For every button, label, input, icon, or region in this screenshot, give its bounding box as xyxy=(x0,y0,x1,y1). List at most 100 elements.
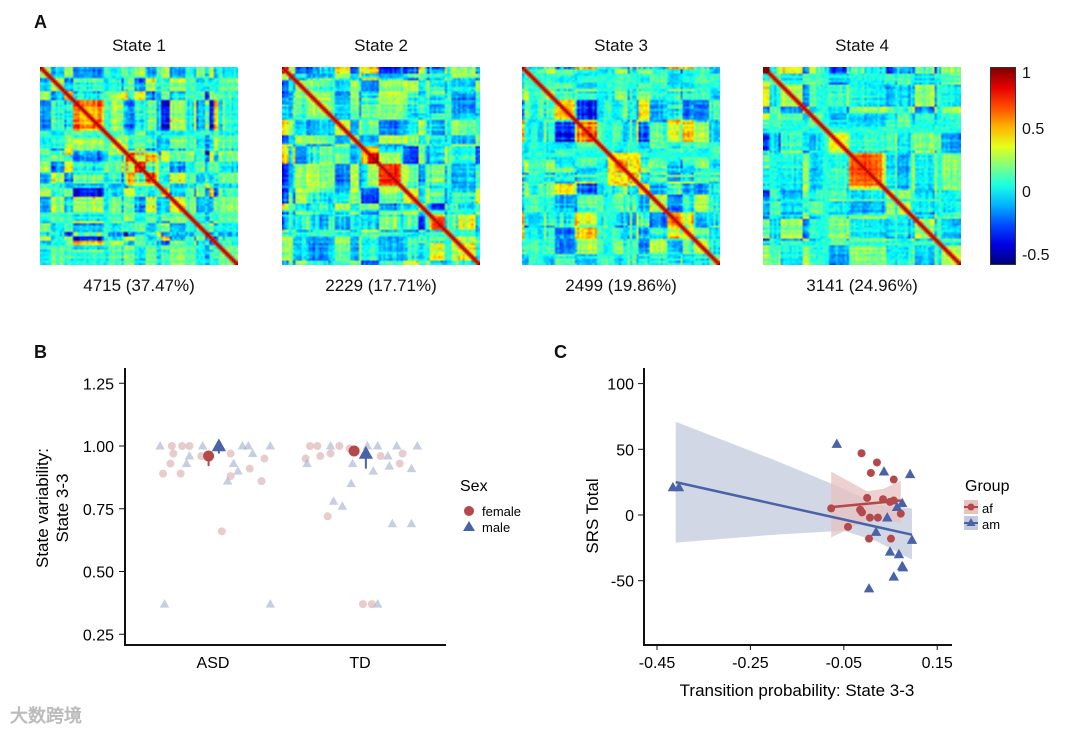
c-point-af xyxy=(858,508,867,517)
panel-label-b: B xyxy=(34,342,47,362)
b-point-female xyxy=(226,449,235,458)
c-legend-am-marker xyxy=(966,518,976,526)
b-mean-male xyxy=(211,438,227,452)
b-point-male xyxy=(243,441,254,450)
c-legend-title: Group xyxy=(965,478,1010,495)
b-legend-female-marker xyxy=(464,506,474,516)
b-point-male xyxy=(392,441,402,450)
c-point-am xyxy=(904,468,916,479)
b-point-female xyxy=(226,472,235,481)
c-ytick-label: -50 xyxy=(611,574,634,591)
b-point-female xyxy=(185,442,194,450)
b-point-male xyxy=(372,599,383,608)
state-1-title: State 1 xyxy=(112,36,166,55)
b-point-male xyxy=(181,458,192,468)
c-point-am xyxy=(891,501,903,511)
panel-c-scatter: -0.45 -0.25 -0.05 0.15 100 50 0 -50 SRS Total T… xyxy=(583,368,1010,700)
b-point-female xyxy=(398,449,407,458)
b-point-female xyxy=(245,464,254,473)
b-point-female xyxy=(376,452,385,461)
b-point-male xyxy=(406,518,417,528)
panel-label-a: A xyxy=(34,12,47,32)
b-point-female xyxy=(358,600,367,609)
b-point-female xyxy=(323,512,332,521)
c-ytick-label: 100 xyxy=(607,377,634,394)
b-point-female xyxy=(159,469,168,478)
c-point-af xyxy=(857,449,866,458)
panel-label-c: C xyxy=(554,342,567,362)
c-point-am xyxy=(893,548,905,559)
b-point-female xyxy=(169,449,178,458)
b-xtick-label: TD xyxy=(349,655,370,672)
b-point-male xyxy=(159,599,170,608)
c-point-am xyxy=(878,466,890,476)
c-point-af xyxy=(872,458,881,467)
b-point-male xyxy=(387,518,398,528)
b-point-female xyxy=(316,452,325,461)
b-point-male xyxy=(337,501,348,510)
c-xtick-label: -0.25 xyxy=(732,655,769,672)
b-point-male xyxy=(346,478,356,488)
c-xlabel: Transition probability: State 3-3 xyxy=(680,681,915,700)
b-point-male xyxy=(368,466,378,475)
b-point-female xyxy=(178,442,187,450)
colorbar xyxy=(990,67,1016,265)
state-4-count: 3141 (24.96%) xyxy=(806,276,918,295)
b-point-male xyxy=(197,441,208,450)
b-point-female xyxy=(395,459,404,468)
b-point-female xyxy=(217,527,226,536)
b-point-female xyxy=(326,449,335,458)
state-4-title: State 4 xyxy=(835,36,889,55)
c-point-am xyxy=(888,571,899,581)
c-point-af xyxy=(886,534,895,543)
b-point-male xyxy=(325,441,336,450)
c-ytick-label: 50 xyxy=(616,442,634,459)
b-point-female xyxy=(166,459,175,468)
state-3-title: State 3 xyxy=(594,36,648,55)
b-ytick-label: 0.50 xyxy=(83,565,114,582)
b-point-male xyxy=(372,441,383,450)
b-point-male xyxy=(222,476,233,485)
c-legend-af-marker xyxy=(967,503,975,511)
b-point-male xyxy=(347,458,358,468)
state-1-count: 4715 (37.47%) xyxy=(83,276,195,295)
b-ytick-label: 1.00 xyxy=(83,439,114,456)
panel-b-scatter: ASD TD State variability: State 3-3 1.25… xyxy=(33,368,521,672)
c-point-af xyxy=(865,534,874,543)
state-1-heatmap xyxy=(40,67,238,265)
c-point-af xyxy=(866,468,875,477)
b-point-male xyxy=(233,466,243,475)
b-point-male xyxy=(247,448,258,458)
c-xtick-label: -0.45 xyxy=(639,655,676,672)
state-2-heatmap xyxy=(282,67,480,265)
c-point-am xyxy=(882,512,893,522)
b-ylabel-line2: State 3-3 xyxy=(53,474,72,543)
c-point-af xyxy=(863,493,872,502)
c-ylabel: SRS Total xyxy=(583,478,602,553)
colorbar-tick: -0.5 xyxy=(1022,247,1050,264)
c-fit-line-am xyxy=(675,480,913,536)
b-ytick-label: 0.25 xyxy=(83,627,114,644)
colorbar-tick: 0 xyxy=(1022,184,1031,201)
b-point-female xyxy=(260,454,269,463)
colorbar-tick: 1 xyxy=(1022,65,1031,82)
c-legend-am: am xyxy=(982,517,1000,532)
b-point-female xyxy=(306,442,315,450)
b-point-male xyxy=(362,441,373,450)
state-3-heatmap xyxy=(522,67,720,265)
b-ytick-label: 0.75 xyxy=(83,502,114,519)
b-point-female xyxy=(335,442,344,450)
b-ytick-label: 1.25 xyxy=(83,376,114,393)
b-point-male xyxy=(302,458,312,468)
b-legend-male: male xyxy=(482,520,510,535)
b-ylabel-line1: State variability: xyxy=(33,448,52,568)
state-3-count: 2499 (19.86%) xyxy=(565,276,677,295)
c-point-am xyxy=(673,481,685,492)
c-point-am xyxy=(906,534,918,544)
c-point-am xyxy=(831,438,843,448)
c-point-am xyxy=(884,546,896,556)
c-point-af xyxy=(873,513,882,522)
b-point-female xyxy=(167,442,176,450)
b-point-female xyxy=(197,452,206,461)
